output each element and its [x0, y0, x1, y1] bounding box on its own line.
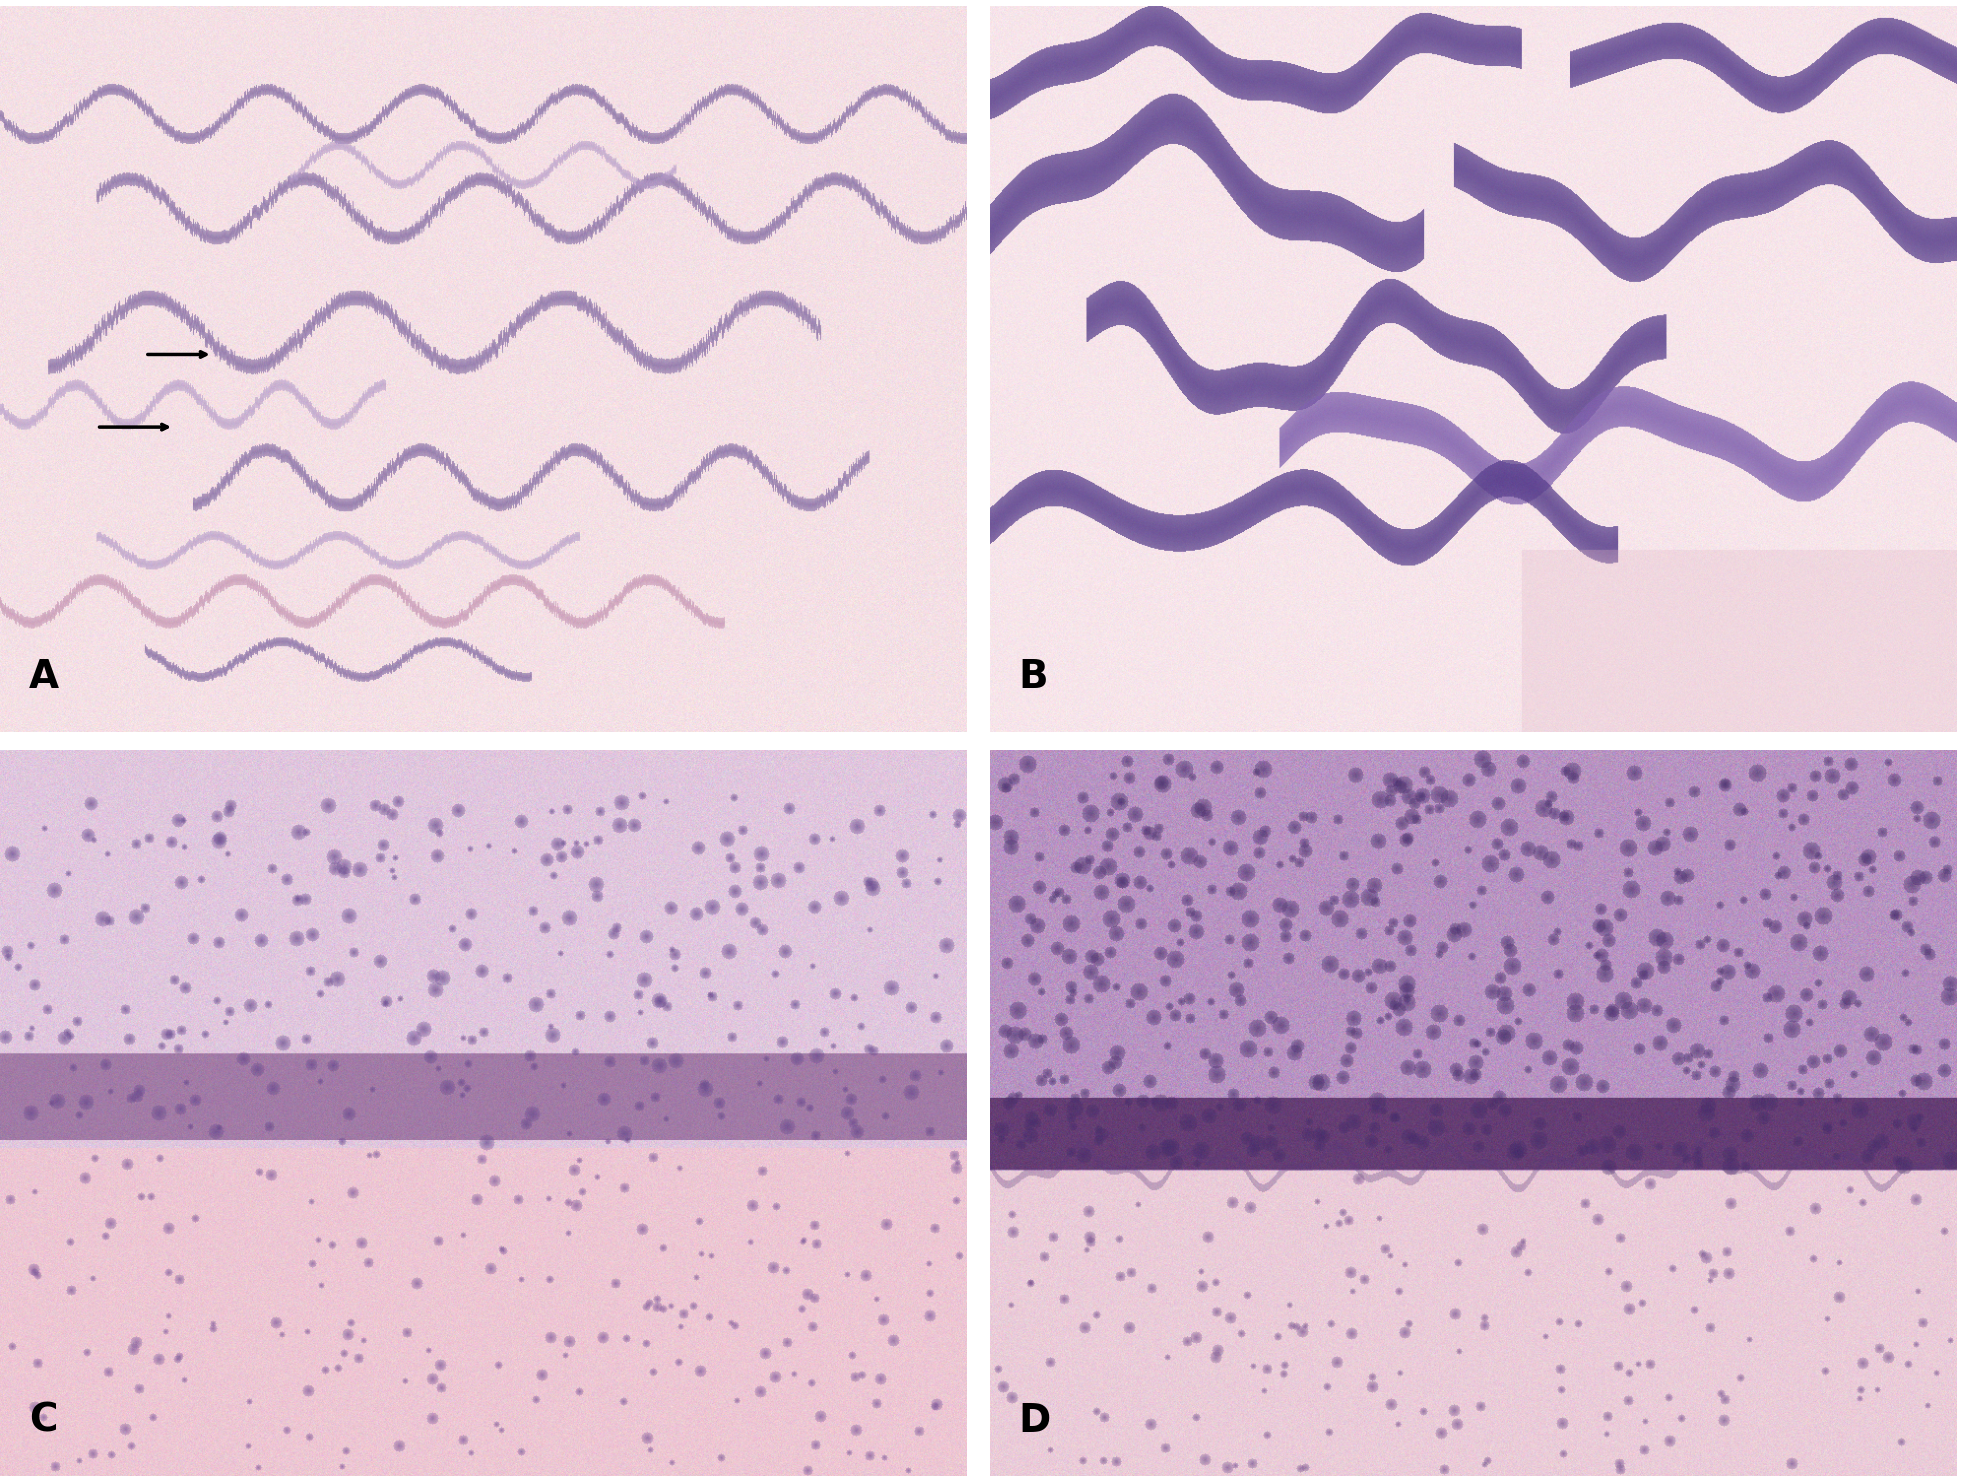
Text: C: C [29, 1402, 57, 1439]
Text: D: D [1019, 1402, 1051, 1439]
Text: A: A [29, 658, 59, 695]
Text: B: B [1019, 658, 1049, 695]
